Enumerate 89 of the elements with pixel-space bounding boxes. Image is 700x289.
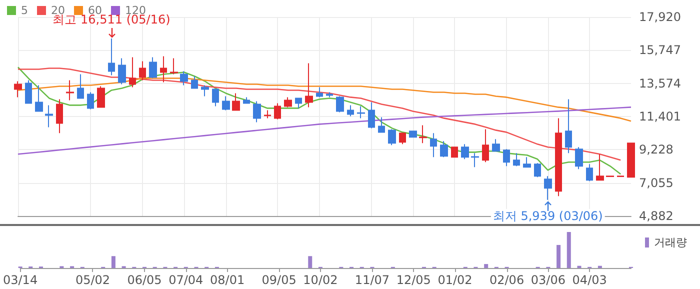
y-tick-label: 11,401 — [639, 110, 681, 124]
candlestick — [77, 74, 84, 99]
candlestick — [212, 88, 219, 107]
annotation: 최고 16,511 (05/16) — [52, 12, 170, 27]
candlestick — [149, 56, 157, 79]
candlestick — [35, 84, 43, 112]
candlestick — [56, 98, 63, 134]
candlestick — [305, 62, 313, 108]
x-tick-label: 09/05 — [262, 273, 296, 287]
candlestick — [66, 80, 74, 101]
candlestick — [316, 86, 323, 98]
candlestick — [108, 38, 115, 76]
x-tick-label: 12/05 — [396, 273, 431, 287]
candlestick — [243, 96, 250, 104]
candlestick — [253, 100, 261, 123]
candlestick — [523, 156, 531, 168]
x-tick-label: 11/07 — [354, 273, 390, 287]
candlestick — [180, 70, 188, 86]
x-tick-label: 05/02 — [75, 273, 110, 287]
candlestick — [118, 58, 126, 85]
candlestick — [357, 106, 365, 119]
candlestick — [25, 80, 32, 104]
candlestick — [264, 110, 271, 119]
candlestick — [368, 102, 375, 129]
candlestick — [14, 80, 22, 98]
candlestick — [419, 124, 427, 144]
x-tick-label: 02/06 — [489, 273, 524, 287]
candlestick — [336, 96, 344, 113]
x-tick-label: 03/14 — [2, 273, 38, 287]
candlestick — [503, 148, 510, 167]
annotation: 최저 5,939 (03/06) — [492, 208, 603, 223]
x-tick-label: 06/05 — [127, 273, 162, 287]
y-tick-label: 15,747 — [639, 43, 681, 58]
legend-label: 5 — [21, 4, 28, 17]
candlestick — [170, 58, 178, 75]
candlestick — [513, 152, 520, 167]
candlestick — [440, 140, 448, 158]
candlestick — [139, 60, 146, 81]
candlestick — [471, 152, 479, 168]
line-series — [17, 106, 632, 155]
candlestick — [586, 164, 593, 182]
candlestick — [461, 144, 469, 160]
candlestick — [627, 142, 635, 178]
candlestick — [451, 146, 458, 158]
candlestick — [388, 128, 396, 146]
y-tick-label: 9,228 — [639, 142, 674, 157]
candlestick — [565, 98, 572, 154]
candlestick — [326, 92, 333, 98]
x-tick-label: 03/06 — [530, 273, 566, 287]
x-tick-label: 07/04 — [168, 273, 204, 287]
x-tick-label: 08/01 — [210, 273, 245, 287]
candlestick — [160, 56, 167, 83]
candlestick — [534, 162, 541, 178]
candlestick — [378, 116, 385, 133]
candlestick — [409, 130, 417, 138]
candlestick — [492, 138, 500, 152]
legend-label: 거래량 — [654, 236, 687, 249]
candlestick — [596, 154, 604, 181]
candlestick — [201, 84, 209, 97]
candlestick — [232, 92, 240, 111]
y-tick-label: 13,574 — [639, 76, 681, 90]
candlestick — [555, 118, 562, 197]
bar — [308, 256, 312, 268]
y-tick-label: 7,055 — [639, 176, 674, 190]
candlestick — [129, 56, 136, 88]
bar — [556, 244, 561, 268]
candlestick — [45, 104, 53, 128]
bar — [484, 264, 488, 268]
candlestick — [295, 98, 302, 109]
candlestick — [399, 132, 406, 145]
candlestick — [222, 96, 230, 111]
y-tick-label: 4,882 — [639, 209, 674, 223]
line-series — [17, 78, 632, 122]
candlestick — [191, 76, 198, 89]
y-tick-label: 17,920 — [639, 10, 681, 24]
x-tick-label: 04/03 — [572, 273, 607, 287]
candlestick — [430, 132, 437, 158]
candlestick — [347, 104, 354, 117]
candlestick — [87, 92, 94, 110]
candlestick — [284, 96, 292, 108]
candlestick — [575, 146, 583, 170]
candlestick — [544, 176, 552, 200]
candlestick — [97, 86, 105, 108]
x-tick-label: 01/02 — [438, 273, 472, 287]
candlestick — [274, 102, 281, 120]
x-tick-label: 10/02 — [303, 273, 338, 287]
bar — [566, 232, 571, 268]
candlestick — [482, 128, 489, 163]
bar — [111, 256, 116, 268]
